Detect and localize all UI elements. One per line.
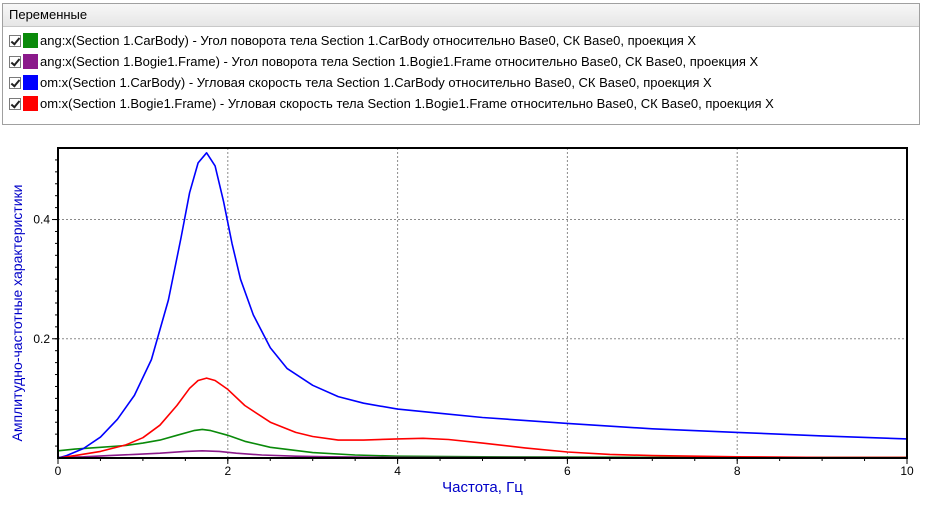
- series-line: [57, 151, 908, 459]
- variables-panel: Переменные ang:x(Section 1.CarBody) - Уг…: [2, 3, 920, 125]
- variables-panel-header: Переменные: [3, 4, 919, 27]
- x-tick-label: 0: [55, 464, 62, 478]
- x-tick-label: 4: [394, 464, 401, 478]
- variable-row[interactable]: ang:x(Section 1.CarBody) - Угол поворота…: [3, 30, 919, 51]
- variable-label: ang:x(Section 1.Bogie1.Frame) - Угол пов…: [40, 54, 759, 69]
- variable-row[interactable]: om:x(Section 1.Bogie1.Frame) - Угловая с…: [3, 93, 919, 114]
- series-color-swatch: [23, 33, 38, 48]
- series-color-swatch: [23, 96, 38, 111]
- variable-label: om:x(Section 1.CarBody) - Угловая скорос…: [40, 75, 712, 90]
- chart-area[interactable]: 0 2 4 6 8 10 0.2 0.4 Частота, Гц Амплитудно-часто…: [0, 127, 925, 501]
- x-tick-label: 2: [224, 464, 231, 478]
- x-tick-label: 6: [564, 464, 571, 478]
- series-color-swatch: [23, 75, 38, 90]
- checkbox[interactable]: [9, 76, 21, 89]
- x-tick-label: 8: [734, 464, 741, 478]
- series-color-swatch: [23, 54, 38, 69]
- checkbox[interactable]: [9, 55, 21, 68]
- x-tick-label: 10: [900, 464, 914, 478]
- variables-list: ang:x(Section 1.CarBody) - Угол поворота…: [3, 27, 919, 114]
- checkbox[interactable]: [9, 97, 21, 110]
- variable-row[interactable]: ang:x(Section 1.Bogie1.Frame) - Угол пов…: [3, 51, 919, 72]
- y-tick-label: 0.4: [33, 213, 50, 227]
- plot-background: [58, 148, 907, 458]
- series-line: [57, 377, 907, 459]
- x-axis-label: Частота, Гц: [442, 479, 523, 496]
- variable-label: ang:x(Section 1.CarBody) - Угол поворота…: [40, 33, 697, 48]
- variable-label: om:x(Section 1.Bogie1.Frame) - Угловая с…: [40, 96, 774, 111]
- y-axis-label: Амплитудно-частотные характеристики: [9, 185, 25, 442]
- variable-row[interactable]: om:x(Section 1.CarBody) - Угловая скорос…: [3, 72, 919, 93]
- checkbox[interactable]: [9, 34, 21, 47]
- y-tick-label: 0.2: [33, 332, 50, 346]
- frequency-response-chart[interactable]: 0 2 4 6 8 10 0.2 0.4 Частота, Гц Амплитудно-часто…: [0, 127, 925, 501]
